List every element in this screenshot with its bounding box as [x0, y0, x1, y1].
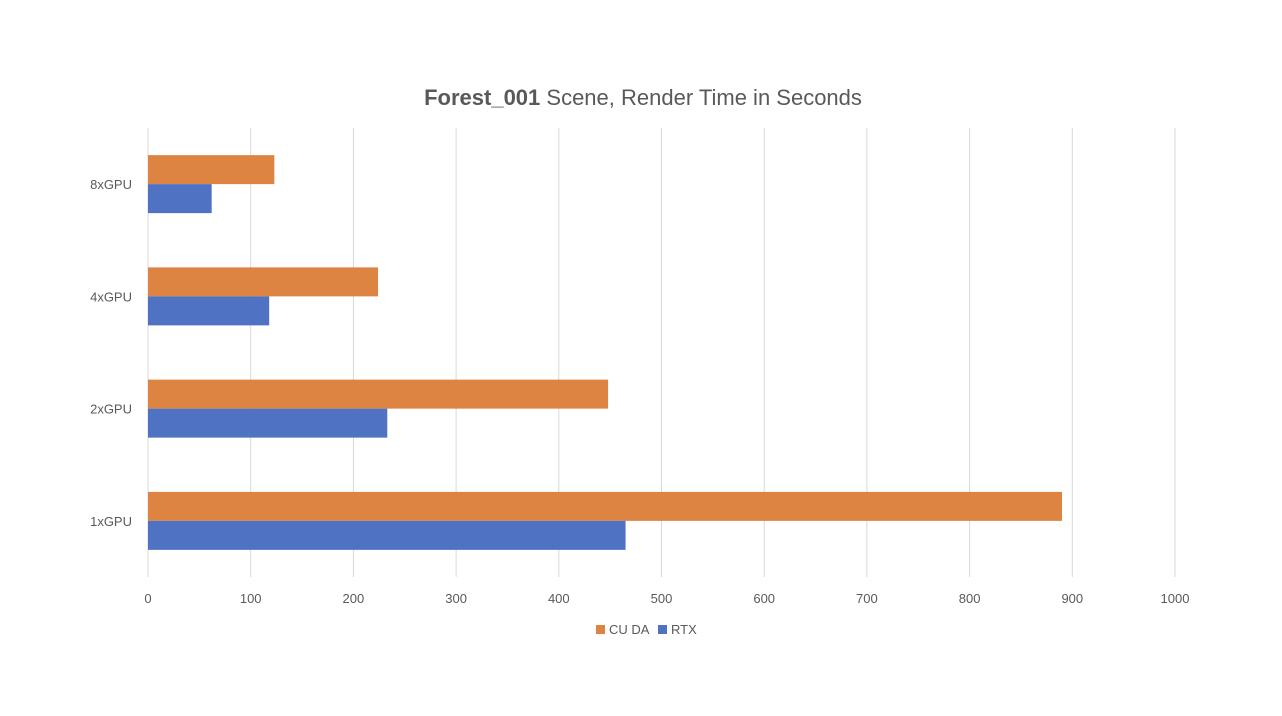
chart-title-bold: Forest_001	[424, 85, 540, 110]
chart-title: Forest_001 Scene, Render Time in Seconds	[424, 85, 862, 110]
bar-cuda-2xgpu	[148, 379, 609, 409]
x-tick-label: 600	[753, 591, 775, 606]
bar-cuda-4xgpu	[148, 267, 379, 297]
y-tick-label: 1xGPU	[90, 514, 132, 529]
bar-cuda-8xgpu	[148, 155, 275, 185]
x-tick-label: 800	[959, 591, 981, 606]
gridlines	[147, 128, 1176, 577]
legend-label-cuda: CU DA	[609, 622, 650, 637]
x-tick-label: 400	[548, 591, 570, 606]
bar-cuda-1xgpu	[148, 491, 1063, 521]
x-tick-label: 900	[1061, 591, 1083, 606]
bar-rtx-1xgpu	[148, 520, 626, 550]
bar-rtx-2xgpu	[148, 408, 388, 438]
x-tick-labels: 0 100 200 300 400 500 600 700 800 900 1000	[144, 591, 1189, 606]
x-tick-label: 500	[651, 591, 673, 606]
x-tick-label: 200	[343, 591, 365, 606]
y-tick-label: 4xGPU	[90, 289, 132, 304]
x-tick-label: 0	[144, 591, 151, 606]
y-tick-label: 2xGPU	[90, 402, 132, 417]
legend-swatch-rtx	[658, 625, 667, 634]
y-tick-labels: 1xGPU 2xGPU 4xGPU 8xGPU	[90, 177, 132, 529]
x-tick-label: 300	[445, 591, 467, 606]
bar-rtx-4xgpu	[148, 296, 270, 326]
bar-rtx-8xgpu	[148, 184, 212, 214]
bars	[148, 155, 1063, 550]
legend-label-rtx: RTX	[671, 622, 697, 637]
chart-title-rest: Scene, Render Time in Seconds	[540, 85, 862, 110]
legend-swatch-cuda	[596, 625, 605, 634]
x-tick-label: 700	[856, 591, 878, 606]
x-tick-label: 1000	[1161, 591, 1190, 606]
x-tick-label: 100	[240, 591, 262, 606]
y-tick-label: 8xGPU	[90, 177, 132, 192]
legend: CU DA RTX	[596, 622, 697, 637]
